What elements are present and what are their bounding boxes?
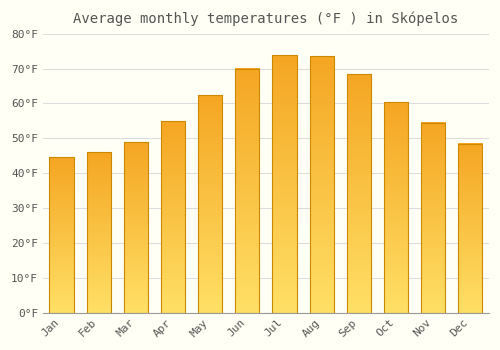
Bar xyxy=(310,56,334,313)
Bar xyxy=(124,142,148,313)
Bar xyxy=(161,121,185,313)
Bar xyxy=(50,158,74,313)
Bar xyxy=(86,152,111,313)
Bar xyxy=(384,102,408,313)
Bar xyxy=(421,122,445,313)
Bar xyxy=(272,55,296,313)
Bar xyxy=(236,69,260,313)
Bar xyxy=(347,74,371,313)
Bar xyxy=(458,144,482,313)
Title: Average monthly temperatures (°F ) in Skópelos: Average monthly temperatures (°F ) in Sk… xyxy=(74,11,458,26)
Bar xyxy=(198,95,222,313)
